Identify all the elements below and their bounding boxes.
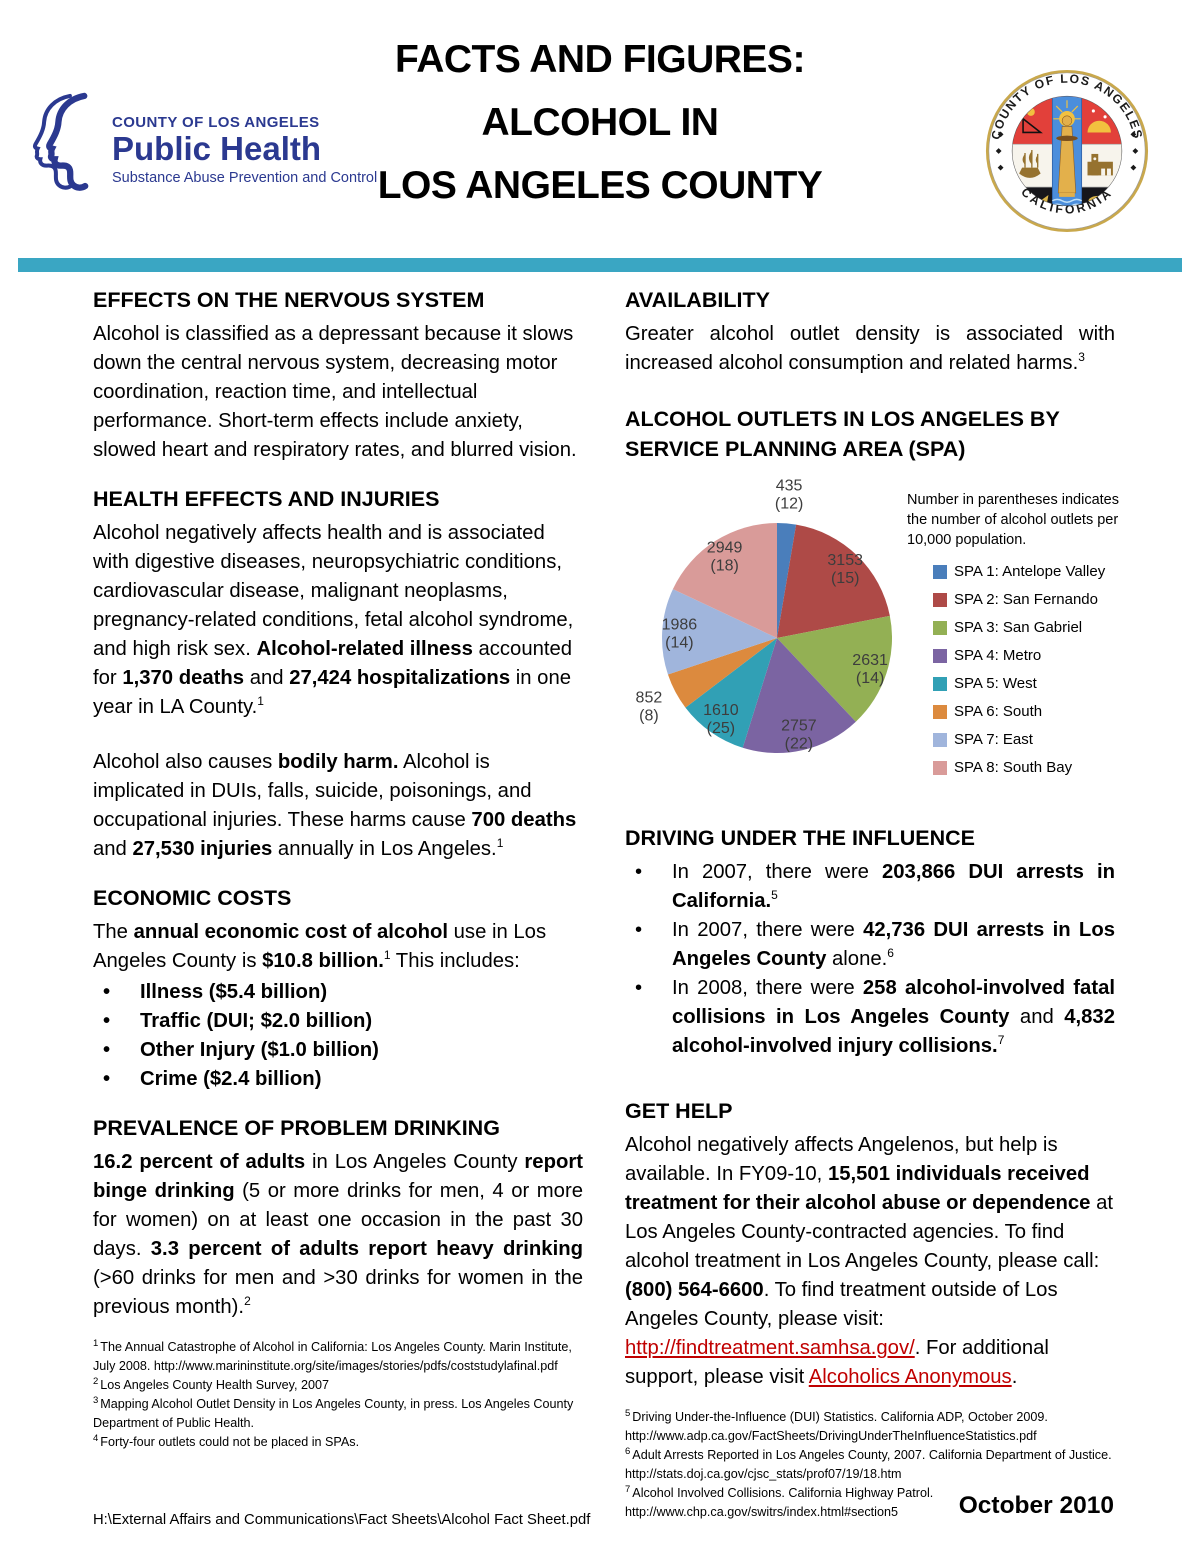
section-heading-availability: AVAILABILITY — [625, 288, 770, 312]
legend-label: SPA 1: Antelope Valley — [954, 563, 1106, 580]
list-item: Traffic (DUI; $2.0 billion) — [93, 1007, 583, 1036]
economic-costs-list: Illness ($5.4 billion) Traffic (DUI; $2.… — [93, 978, 583, 1094]
legend-swatch-icon — [933, 676, 947, 691]
list-item: In 2008, there were 258 alcohol-involved… — [625, 974, 1115, 1061]
pie-data-label: 435 (12) — [775, 478, 803, 513]
divider-bar — [18, 258, 1182, 272]
legend-swatch-icon — [933, 592, 947, 607]
section-heading-economic-costs: ECONOMIC COSTS — [93, 886, 292, 910]
legend-item-spa5: SPA 5: West — [933, 675, 1105, 692]
section-heading-get-help: GET HELP — [625, 1099, 733, 1123]
list-item: Other Injury ($1.0 billion) — [93, 1036, 583, 1065]
public-health-logo: COUNTY OF LOS ANGELES Public Health Subs… — [26, 90, 377, 204]
legend-label: SPA 5: West — [954, 675, 1037, 692]
footnote: 7 Alcohol Involved Collisions. California… — [625, 1483, 934, 1519]
nervous-system-paragraph: Alcohol is classified as a depressant be… — [93, 323, 577, 461]
chart-title: ALCOHOL OUTLETS IN LOS ANGELES BY SERVIC… — [625, 407, 1060, 461]
list-item: In 2007, there were 42,736 DUI arrests i… — [625, 916, 1115, 974]
dui-list: In 2007, there were 203,866 DUI arrests … — [625, 858, 1115, 1061]
footnote: 4 Forty-four outlets could not be placed … — [93, 1432, 360, 1449]
legend-label: SPA 2: San Fernando — [954, 591, 1098, 608]
pie-data-label: 852 (8) — [636, 690, 663, 725]
pie-slice-spa4 — [742, 638, 856, 753]
legend-item-spa3: SPA 3: San Gabriel — [933, 619, 1105, 636]
pie-slice-spa2 — [777, 524, 890, 638]
section-heading-dui: DRIVING UNDER THE INFLUENCE — [625, 826, 975, 850]
list-item: Illness ($5.4 billion) — [93, 978, 583, 1007]
la-county-seal: COUNTY OF LOS ANGELES CALIFORNIA — [985, 69, 1149, 233]
section-heading-health-effects: HEALTH EFFECTS AND INJURIES — [93, 487, 440, 511]
legend-item-spa2: SPA 2: San Fernando — [933, 591, 1105, 608]
legend-swatch-icon — [933, 760, 947, 775]
legend-item-spa7: SPA 7: East — [933, 731, 1105, 748]
file-path-text: H:\External Affairs and Communications\F… — [93, 1512, 591, 1528]
pie-data-label: 2631 (14) — [852, 652, 888, 687]
logo-text: COUNTY OF LOS ANGELES Public Health Subs… — [112, 90, 377, 204]
inline-link[interactable]: http://findtreatment.samhsa.gov/ — [625, 1337, 915, 1359]
document-date: October 2010 — [958, 1492, 1114, 1519]
page-title: FACTS AND FIGURES: ALCOHOL IN LOS ANGELE… — [0, 28, 1200, 217]
section-heading-prevalence: PREVALENCE OF PROBLEM DRINKING — [93, 1116, 500, 1140]
legend-swatch-icon — [933, 732, 947, 747]
get-help-paragraph: Alcohol negatively affects Angelenos, bu… — [625, 1134, 1114, 1388]
chart-legend: SPA 1: Antelope Valley SPA 2: San Fernand… — [933, 563, 1105, 787]
alcohol-outlets-pie-chart: 435 (12) 3153 (15) 2631 (14) 2757 (22) 1610 (25) 8… — [625, 466, 1119, 804]
legend-item-spa1: SPA 1: Antelope Valley — [933, 563, 1105, 580]
footnote: 2 Los Angeles County Health Survey, 2007 — [93, 1375, 329, 1392]
left-column: EFFECTS ON THE NERVOUS SYSTEM Alcohol is… — [93, 284, 583, 1522]
title-line: FACTS AND FIGURES: — [395, 38, 805, 81]
chart-note: Number in parentheses indicates the numb… — [907, 492, 1119, 548]
section-heading-nervous-system: EFFECTS ON THE NERVOUS SYSTEM — [93, 288, 485, 312]
pie-slice-spa6 — [667, 638, 777, 708]
logo-dept-line: Public Health — [112, 130, 322, 167]
title-line: ALCOHOL IN — [481, 101, 719, 144]
content-columns: EFFECTS ON THE NERVOUS SYSTEM Alcohol is… — [93, 284, 1119, 1522]
logo-division-line: Substance Abuse Prevention and Control — [112, 169, 378, 186]
list-item: In 2007, there were 203,866 DUI arrests … — [625, 858, 1115, 916]
pie-chart-svg: 435 (12) 3153 (15) 2631 (14) 2757 (22) 1610 (25) 8… — [636, 478, 893, 753]
right-column: AVAILABILITY Greater alcohol outlet dens… — [625, 284, 1119, 1522]
right-footnotes: 5 Driving Under-the-Influence (DUI) Stati… — [625, 1408, 1115, 1522]
legend-label: SPA 3: San Gabriel — [954, 619, 1083, 636]
legend-item-spa4: SPA 4: Metro — [933, 647, 1105, 664]
bodily-harm-paragraph: Alcohol also causes bodily harm. Alcohol… — [93, 751, 577, 860]
pie-data-label: 2949 (18) — [707, 540, 743, 575]
availability-paragraph: Greater alcohol outlet density is associ… — [625, 323, 1115, 374]
pie-slice-spa7 — [662, 589, 777, 675]
legend-item-spa8: SPA 8: South Bay — [933, 759, 1105, 776]
health-effects-paragraph: Alcohol negatively affects health and is… — [93, 522, 574, 718]
legend-item-spa6: SPA 6: South — [933, 703, 1105, 720]
pie-slice-spa3 — [777, 615, 893, 722]
legend-label: SPA 4: Metro — [954, 647, 1042, 664]
inline-link[interactable]: Alcoholics Anonymous — [808, 1366, 1012, 1388]
footnote: 6 Adult Arrests Reported in Los Angeles C… — [625, 1445, 1112, 1481]
legend-label: SPA 6: South — [954, 703, 1043, 720]
pie-data-label: 2757 (22) — [781, 717, 817, 752]
legend-swatch-icon — [933, 620, 947, 635]
economic-costs-paragraph: The annual economic cost of alcohol use … — [93, 921, 547, 972]
legend-swatch-icon — [933, 704, 947, 719]
footnote: 5 Driving Under-the-Influence (DUI) Stati… — [625, 1407, 1048, 1443]
list-item: Crime ($2.4 billion) — [93, 1065, 583, 1094]
header: COUNTY OF LOS ANGELES Public Health Subs… — [0, 0, 1200, 258]
pie-data-label: 1986 (14) — [662, 616, 698, 651]
pie-data-label: 3153 (15) — [827, 552, 863, 587]
legend-swatch-icon — [933, 564, 947, 579]
pie-slice-spa5 — [685, 638, 777, 748]
title-line: LOS ANGELES COUNTY — [377, 164, 823, 207]
left-footnotes: 1 The Annual Catastrophe of Alcohol in Ca… — [93, 1338, 583, 1452]
pie-slice-spa1 — [777, 523, 797, 638]
footnote: 1 The Annual Catastrophe of Alcohol in Ca… — [93, 1337, 572, 1373]
footnote: 3 Mapping Alcohol Outlet Density in Los A… — [93, 1394, 574, 1430]
legend-swatch-icon — [933, 648, 947, 663]
logo-county-line: COUNTY OF LOS ANGELES — [112, 114, 320, 131]
legend-label: SPA 8: South Bay — [954, 759, 1073, 776]
pie-data-label: 1610 (25) — [703, 702, 739, 737]
legend-label: SPA 7: East — [954, 731, 1033, 748]
pie-slice-spa8 — [672, 523, 777, 638]
prevalence-paragraph: 16.2 percent of adults in Los Angeles Co… — [93, 1151, 584, 1318]
